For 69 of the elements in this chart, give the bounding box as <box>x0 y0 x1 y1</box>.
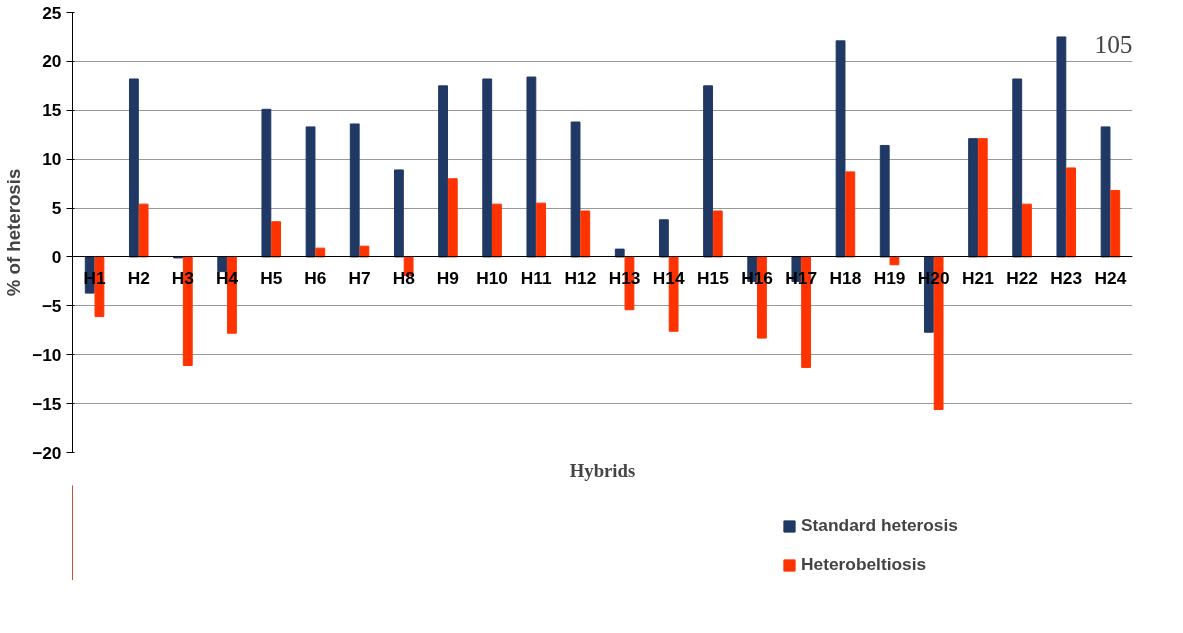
bar <box>482 78 493 258</box>
bar <box>1110 189 1121 258</box>
bar <box>438 85 448 258</box>
bar <box>968 138 978 258</box>
y-tick-label: −20 <box>32 442 62 463</box>
bar <box>835 40 846 258</box>
bar <box>614 248 625 258</box>
x-tick-label: H22 <box>1006 267 1038 288</box>
y-tick-label: 5 <box>51 198 62 219</box>
x-tick-label: H24 <box>1094 267 1127 288</box>
bar <box>305 126 316 258</box>
x-tick-label: H20 <box>917 267 950 288</box>
bar <box>217 256 228 273</box>
x-tick-label: H8 <box>392 267 416 288</box>
bar <box>889 256 900 266</box>
bar <box>1022 203 1032 258</box>
bar <box>359 245 370 258</box>
bar <box>138 203 149 258</box>
bar <box>580 210 591 258</box>
bar <box>536 202 547 258</box>
y-tick-label: −5 <box>41 295 62 316</box>
y-tick-label: 10 <box>42 149 62 170</box>
x-tick-label: H21 <box>962 267 995 288</box>
x-tick-label: H11 <box>520 267 553 288</box>
bar <box>526 76 537 258</box>
bar <box>712 210 723 258</box>
x-tick-label: H9 <box>436 267 459 288</box>
bar <box>271 221 282 258</box>
x-axis-title: Hybrids <box>569 459 636 481</box>
y-tick-label: 15 <box>42 100 62 121</box>
y-axis-title: % of heterosis <box>3 168 25 297</box>
x-tick-label: H15 <box>697 267 730 288</box>
bar <box>1100 126 1111 258</box>
bar <box>1012 78 1023 258</box>
bar <box>128 78 139 258</box>
x-tick-label: H2 <box>127 267 150 288</box>
bar <box>845 171 856 258</box>
x-tick-label: H6 <box>304 267 327 288</box>
legend-label: Standard heterosis <box>801 515 958 536</box>
x-tick-label: H1 <box>83 267 107 288</box>
bar <box>393 169 404 258</box>
x-tick-label: H10 <box>476 267 508 288</box>
bar <box>349 123 360 258</box>
y-tick-label: 20 <box>42 51 62 72</box>
y-tick-label: −15 <box>32 393 62 414</box>
x-tick-label: H12 <box>564 267 597 288</box>
bar <box>703 85 713 258</box>
bar <box>261 108 272 258</box>
bar <box>315 247 326 258</box>
y-tick-label: 0 <box>51 246 62 267</box>
x-tick-label: H5 <box>260 267 283 288</box>
bar <box>879 144 890 258</box>
annotation: 105 <box>1094 29 1133 58</box>
bar <box>1056 36 1067 258</box>
x-tick-label: H18 <box>829 267 862 288</box>
y-tick-label: 25 <box>42 2 62 23</box>
x-tick-label: H23 <box>1050 267 1083 288</box>
x-tick-label: H7 <box>348 267 371 288</box>
x-tick-label: H17 <box>785 267 818 288</box>
bar <box>492 203 502 258</box>
x-tick-label: H19 <box>873 267 906 288</box>
bar <box>977 138 988 258</box>
bar <box>658 219 669 258</box>
x-tick-label: H16 <box>741 267 774 288</box>
bar <box>447 178 458 258</box>
bar <box>1066 167 1077 258</box>
bar <box>570 121 581 258</box>
y-tick-label: −10 <box>32 344 62 365</box>
legend-label: Heterobeltiosis <box>801 554 927 575</box>
